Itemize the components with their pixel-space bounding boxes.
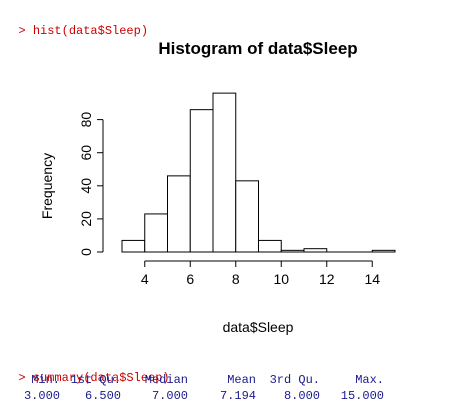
x-tick-label: 4 — [141, 271, 149, 287]
histogram-plot: 4 6 8 10 12 14 0 20 40 60 80 Histogram of data$Sl… — [39, 39, 396, 335]
histogram-bar — [303, 248, 328, 253]
y-tick-label: 20 — [78, 211, 94, 227]
y-tick-label: 0 — [78, 248, 94, 256]
x-tick-label: 8 — [232, 271, 240, 287]
console-command-hist: > hist(data$Sleep) — [4, 10, 148, 38]
x-tick-label: 12 — [319, 271, 335, 287]
y-tick-label: 80 — [78, 112, 94, 128]
chart-title: Histogram of data$Sleep — [158, 39, 357, 58]
histogram-bar — [189, 109, 214, 253]
summary-value: 7.000 — [151, 389, 188, 403]
y-axis-label: Frequency — [39, 153, 55, 219]
summary-header: Median — [144, 373, 188, 387]
summary-value: 15.000 — [340, 389, 384, 403]
x-tick-label: 14 — [364, 271, 380, 287]
histogram-bar — [212, 92, 237, 253]
histogram-bars — [121, 92, 396, 253]
summary-header: Mean — [227, 373, 256, 387]
y-axis: 0 20 40 60 80 — [78, 112, 104, 256]
summary-header: 1st Qu. — [70, 373, 121, 387]
summary-header: 3rd Qu. — [269, 373, 320, 387]
y-tick-label: 60 — [78, 145, 94, 161]
console-prompt: > — [18, 24, 26, 38]
summary-value: 7.194 — [219, 389, 256, 403]
x-axis-label: data$Sleep — [223, 319, 294, 335]
histogram-bar — [371, 249, 396, 253]
console-command-summary: > summary(data$Sleep) — [4, 357, 170, 385]
histogram-bar — [235, 180, 259, 253]
console-prompt: > — [18, 371, 26, 385]
histogram-bar — [258, 239, 282, 253]
histogram-bar — [121, 239, 146, 253]
histogram-bar — [144, 213, 168, 253]
y-tick-label: 40 — [78, 178, 94, 194]
summary-header: Max. — [355, 373, 384, 387]
summary-value: 6.500 — [84, 389, 121, 403]
x-tick-label: 10 — [273, 271, 289, 287]
histogram-bar — [167, 175, 191, 253]
histogram-bar — [280, 249, 305, 253]
summary-value: 8.000 — [283, 389, 320, 403]
console-command-text: summary(data$Sleep) — [32, 371, 170, 385]
summary-value: 3.000 — [23, 389, 60, 403]
summary-header: Min. — [31, 373, 60, 387]
console-command-text: hist(data$Sleep) — [32, 24, 149, 38]
x-tick-label: 6 — [186, 271, 194, 287]
x-axis: 4 6 8 10 12 14 — [141, 260, 380, 287]
